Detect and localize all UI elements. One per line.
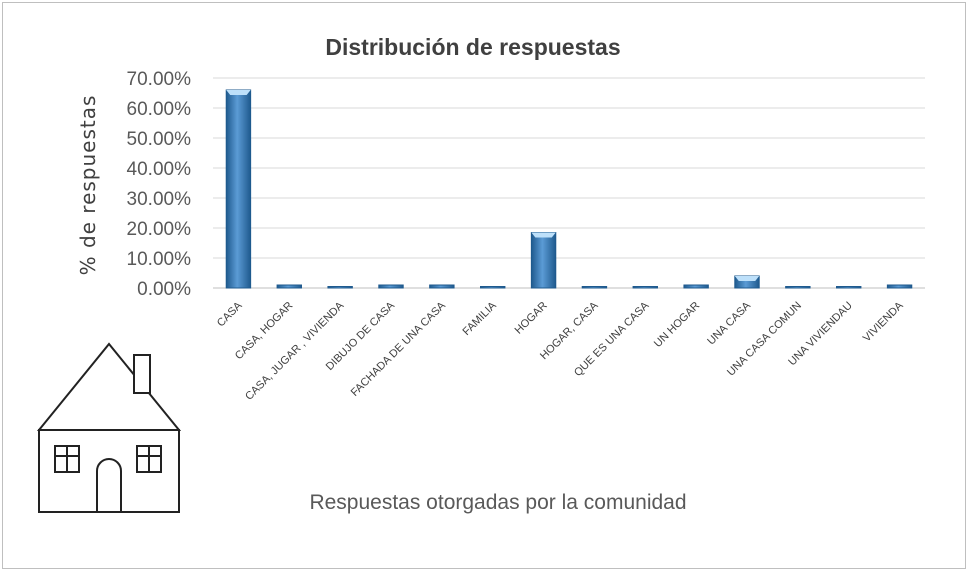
bar <box>530 232 557 289</box>
x-tick-label: FACHADA DE UNA CASA <box>349 299 449 399</box>
chart-frame: Distribución de respuestas % de respuest… <box>2 2 966 569</box>
y-tick-label: 20.00% <box>127 219 192 240</box>
y-tick-label: 60.00% <box>127 99 192 120</box>
bar <box>785 286 811 289</box>
y-tick-label: 0.00% <box>137 279 191 300</box>
bar <box>480 286 506 289</box>
chart-title: Distribución de respuestas <box>325 34 620 60</box>
bars <box>225 89 913 289</box>
y-tick-labels: 0.00% 10.00% 20.00% 30.00% 40.00% 50.00% 60.00… <box>127 69 192 300</box>
bar <box>836 286 862 289</box>
y-tick-label: 50.00% <box>127 129 192 150</box>
x-tick-label: VIVIENDA <box>861 299 906 344</box>
x-tick-label: FAMILIA <box>461 299 500 338</box>
bar-chart: Distribución de respuestas % de respuest… <box>36 34 925 514</box>
house-icon <box>36 342 182 513</box>
bar <box>327 286 353 289</box>
bar <box>886 284 913 289</box>
bar <box>429 284 455 289</box>
x-tick-label: HOGAR <box>513 300 550 337</box>
y-tick-label: 40.00% <box>127 159 192 180</box>
bar <box>581 286 608 289</box>
y-tick-label: 70.00% <box>127 69 192 90</box>
y-axis-label: % de respuestas <box>76 95 100 276</box>
gridlines <box>213 77 925 289</box>
x-tick-label: CASA, JUGAR , VIVIENDA <box>243 299 347 403</box>
y-tick-label: 10.00% <box>127 249 192 270</box>
bar <box>225 89 252 289</box>
x-tick-label: UNA CASA <box>705 299 753 347</box>
x-tick-label: CASA <box>215 299 245 329</box>
bar <box>378 284 404 289</box>
bar <box>632 286 658 289</box>
bar <box>276 284 302 289</box>
x-tick-label: UN HOGAR <box>652 300 702 350</box>
bar <box>683 284 709 289</box>
y-tick-label: 30.00% <box>127 189 192 210</box>
x-axis-label: Respuestas otorgadas por la comunidad <box>309 491 686 514</box>
bar <box>734 275 760 289</box>
